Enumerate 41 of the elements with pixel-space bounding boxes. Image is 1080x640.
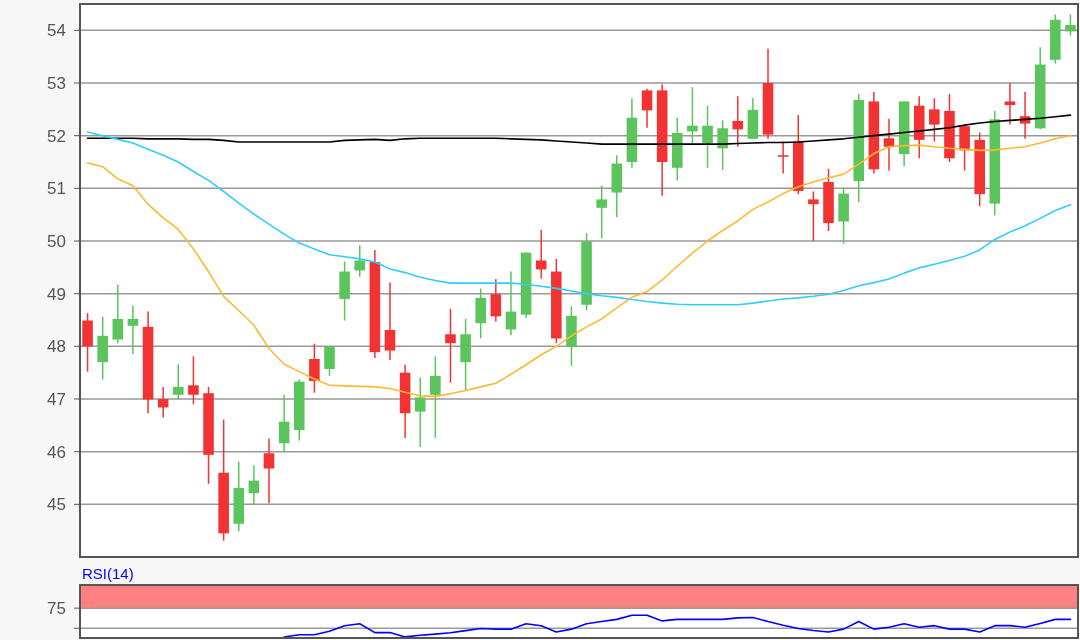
candlestick bbox=[354, 244, 366, 278]
candlestick bbox=[641, 88, 653, 129]
candlestick bbox=[127, 305, 139, 355]
y-tick-label: 54 bbox=[47, 21, 66, 41]
text: 75 bbox=[47, 599, 66, 619]
candlestick bbox=[248, 464, 260, 506]
candlestick bbox=[157, 386, 169, 419]
candlestick bbox=[414, 376, 426, 448]
line-series bbox=[86, 131, 1072, 306]
y-tick-label: 51 bbox=[47, 179, 66, 199]
candlestick bbox=[278, 394, 290, 453]
y-tick-label: 50 bbox=[47, 231, 66, 251]
y-tick-label: 47 bbox=[47, 389, 66, 409]
candlestick bbox=[324, 346, 335, 377]
candlestick bbox=[309, 342, 320, 394]
candlestick bbox=[173, 363, 184, 401]
y-tick-label: 49 bbox=[47, 284, 66, 304]
candlestick bbox=[535, 229, 547, 280]
y-tick-label: 45 bbox=[47, 495, 66, 515]
candlestick bbox=[883, 118, 895, 172]
candlestick bbox=[490, 278, 502, 323]
candlestick bbox=[188, 355, 199, 406]
candlestick bbox=[702, 104, 713, 169]
candlestick bbox=[112, 283, 124, 344]
y-tick-label: 52 bbox=[47, 126, 66, 146]
candlestick bbox=[808, 190, 819, 242]
candlestick bbox=[384, 281, 396, 361]
candlestick bbox=[596, 184, 607, 240]
candlestick bbox=[732, 95, 744, 148]
candlestick bbox=[777, 140, 789, 175]
candlestick bbox=[445, 308, 456, 384]
text: RSI(14) bbox=[82, 565, 134, 582]
y-tick-label: 46 bbox=[47, 442, 66, 462]
candlestick bbox=[1004, 82, 1016, 126]
candlestick bbox=[1065, 13, 1076, 37]
candlestick bbox=[263, 437, 275, 505]
candlestick bbox=[929, 97, 940, 143]
y-tick-label: 53 bbox=[47, 73, 66, 93]
candlestick bbox=[687, 86, 698, 144]
y-tick-label: 48 bbox=[47, 337, 66, 357]
candlestick bbox=[430, 355, 441, 439]
